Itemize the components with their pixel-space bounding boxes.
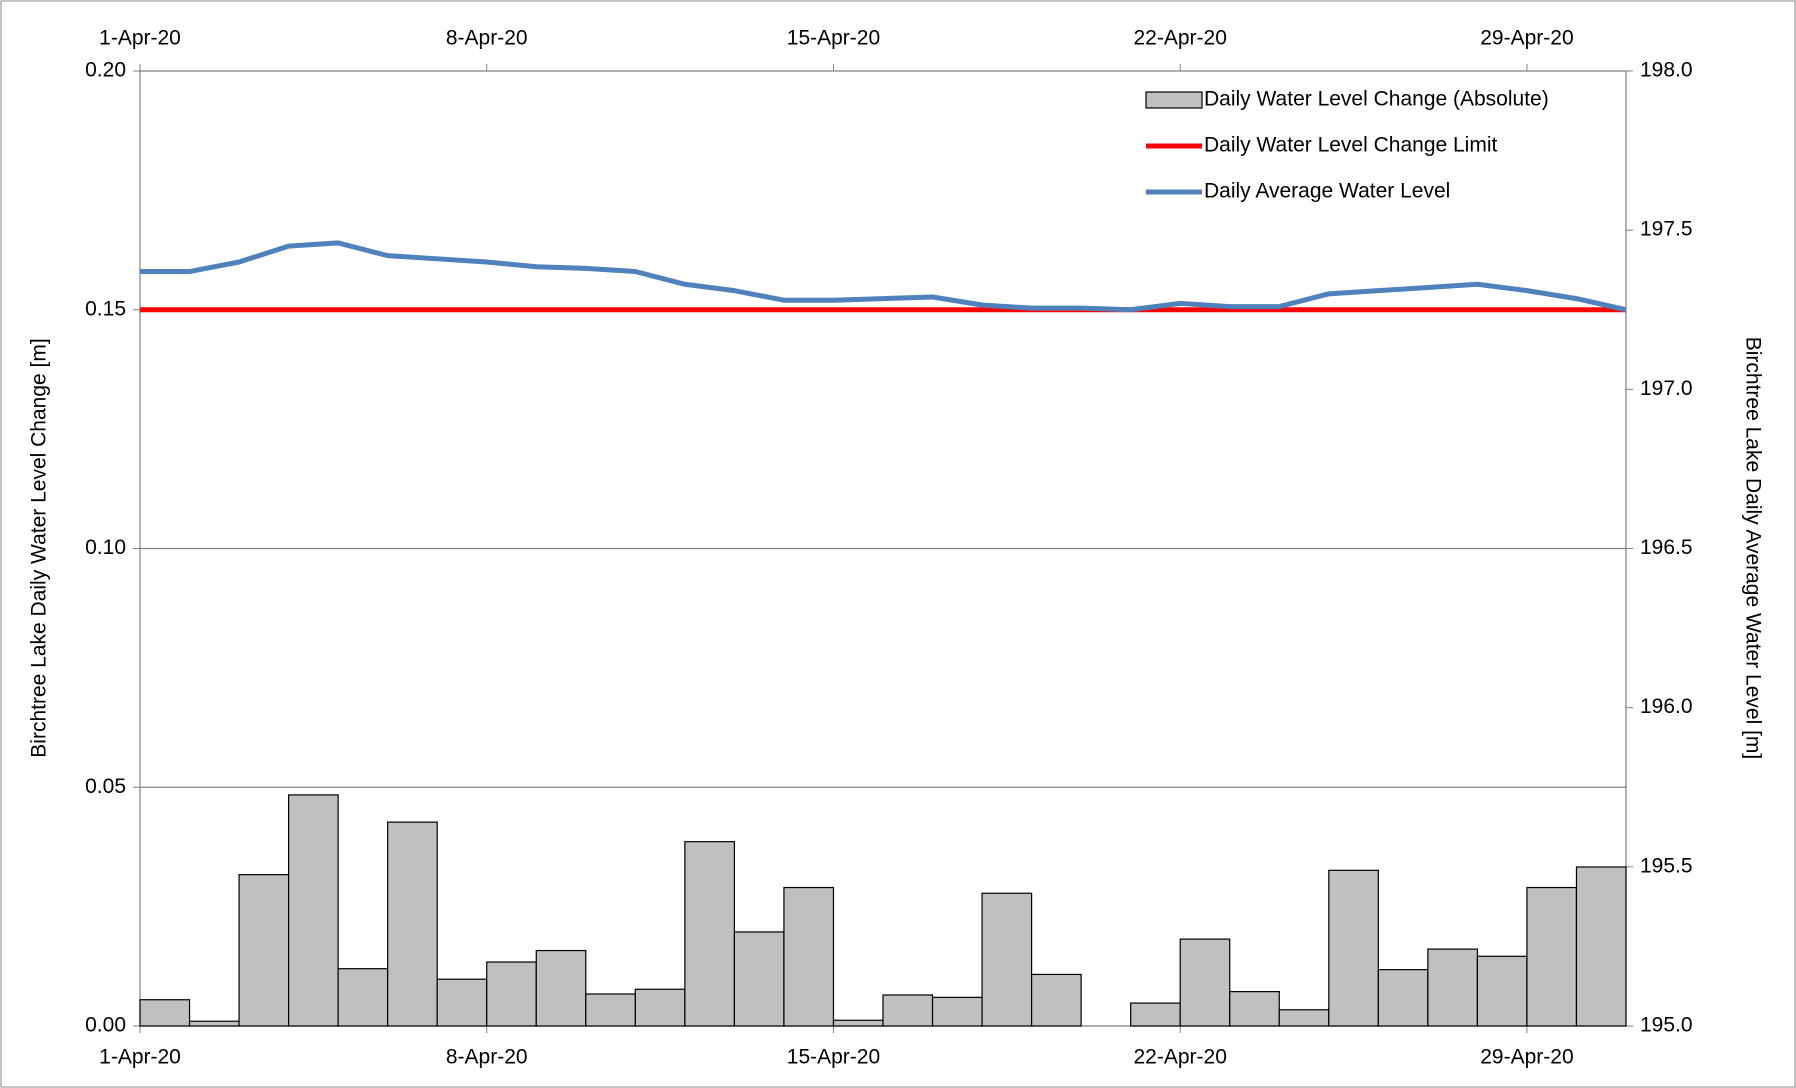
bar [931,996,983,1027]
y-tick-label: 0.20 [85,59,126,82]
y2-tick-label: 195.0 [1640,1014,1693,1037]
x-tick-label: 1-Apr-20 [99,1046,181,1069]
x-tick-label: 15-Apr-20 [787,1046,880,1069]
x-tick-label: 8-Apr-20 [446,1046,528,1069]
line [140,240,1627,313]
bar [882,994,934,1027]
x2-tick-label: 29-Apr-20 [1480,27,1573,50]
bar [585,993,636,1027]
y-tick-label: 0.05 [85,775,126,798]
bar [1278,1009,1330,1027]
bar [1526,886,1578,1027]
bar [436,978,488,1027]
bar [387,821,438,1027]
bar [1030,973,1082,1027]
x2-tick-label: 8-Apr-20 [446,27,528,50]
y2-tick-label: 196.5 [1640,536,1693,559]
bar [535,949,587,1027]
y2-axis-title: Birchtree Lake Daily Average Water Level… [1741,337,1764,760]
bar [1229,991,1280,1027]
bar [288,794,339,1027]
bar [139,999,191,1027]
bar [1328,869,1379,1027]
bar [1427,948,1479,1027]
y-tick-label: 0.15 [85,297,126,320]
bar [1179,938,1231,1027]
y2-tick-label: 197.0 [1640,377,1693,400]
bar [1130,1002,1181,1027]
bar [783,886,835,1027]
bar [337,968,389,1027]
y2-tick-label: 195.5 [1640,854,1693,877]
x-tick-label: 22-Apr-20 [1134,1046,1227,1069]
x2-tick-label: 15-Apr-20 [787,27,880,50]
bar [832,1019,884,1027]
x2-tick-label: 22-Apr-20 [1134,27,1227,50]
x-tick-label: 29-Apr-20 [1480,1046,1573,1069]
legend-swatch [1145,91,1203,109]
legend-label: Daily Water Level Change (Absolute) [1204,88,1549,111]
y-tick-label: 0.10 [85,536,126,559]
y2-tick-label: 197.5 [1640,218,1693,241]
bar [1575,866,1627,1027]
legend-label: Daily Water Level Change Limit [1204,134,1498,157]
y-axis-title: Birchtree Lake Daily Water Level Change … [28,338,51,757]
bar [733,931,785,1027]
bar [684,841,735,1027]
bar [486,961,537,1027]
bar [1476,955,1528,1027]
bar [1377,969,1429,1027]
x2-tick-label: 1-Apr-20 [99,27,181,50]
bar [188,1020,240,1027]
y-tick-label: 0.00 [85,1014,126,1037]
bar [634,988,686,1027]
y2-tick-label: 198.0 [1640,59,1693,82]
bar [981,892,1033,1027]
legend-label: Daily Average Water Level [1204,180,1450,203]
y2-tick-label: 196.0 [1640,695,1693,718]
bar [238,874,290,1027]
